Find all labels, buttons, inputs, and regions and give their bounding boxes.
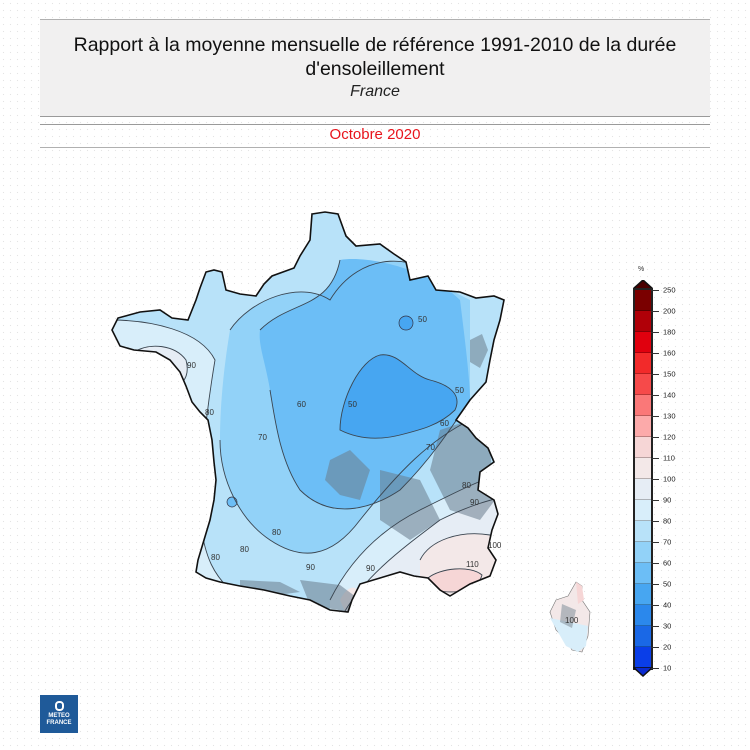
- legend-tick: [651, 437, 659, 438]
- color-scale-legend: % 250 200 180 160 150 140 130 120 110 100 90 80 70 60…: [625, 266, 695, 680]
- contour-label: 50: [348, 400, 357, 409]
- legend-swatch: [635, 374, 651, 395]
- legend-tick-label: 200: [663, 306, 676, 316]
- min-arrow-icon: [633, 667, 653, 677]
- contour-label: 50: [455, 386, 464, 395]
- title-panel: Rapport à la moyenne mensuelle de référe…: [40, 19, 710, 117]
- legend-tick: [651, 584, 659, 585]
- legend-tick: [651, 332, 659, 333]
- logo-line-2: FRANCE: [46, 720, 72, 726]
- relief-shading: [240, 334, 495, 612]
- legend-swatch: [635, 479, 651, 500]
- legend-tick: [651, 500, 659, 501]
- legend-swatch: [635, 311, 651, 332]
- legend-swatch: [635, 332, 651, 353]
- legend-swatch: [635, 416, 651, 437]
- legend-swatch: [635, 437, 651, 458]
- contour-label: 90: [306, 563, 315, 572]
- contour-label: 80: [211, 553, 220, 562]
- legend-tick: [651, 521, 659, 522]
- legend-tick-label: 80: [663, 516, 672, 526]
- corsica: [549, 581, 591, 653]
- contour-label: 90: [470, 498, 479, 507]
- legend-swatch: [635, 521, 651, 542]
- legend-tick: [651, 626, 659, 627]
- contour-label: 80: [205, 408, 214, 417]
- legend-tick-label: 100: [663, 474, 676, 484]
- legend-swatch: [635, 290, 651, 311]
- legend-swatch: [635, 500, 651, 521]
- legend-tick: [651, 395, 659, 396]
- contour-label: 80: [240, 545, 249, 554]
- contour-label: 80: [462, 481, 471, 490]
- legend-unit: %: [638, 266, 645, 273]
- legend-tick: [651, 374, 659, 375]
- isoline-fill: [112, 212, 504, 612]
- legend-tick-label: 250: [663, 285, 676, 295]
- legend-swatch: [635, 605, 651, 626]
- legend-tick-label: 90: [663, 495, 672, 505]
- contour-label: 60: [297, 400, 306, 409]
- legend-swatch: [635, 395, 651, 416]
- period-label: Octobre 2020: [40, 124, 710, 148]
- map-title: Rapport à la moyenne mensuelle de référe…: [73, 34, 677, 80]
- contour-label: 110: [466, 560, 479, 569]
- legend-tick-label: 50: [663, 579, 672, 589]
- legend-tick-label: 40: [663, 600, 672, 610]
- contour-label: 100: [565, 616, 579, 625]
- legend-swatch: [635, 542, 651, 563]
- legend-tick-label: 180: [663, 327, 676, 337]
- legend-tick: [651, 563, 659, 564]
- legend-tick: [651, 542, 659, 543]
- legend-tick: [651, 605, 659, 606]
- legend-tick-label: 140: [663, 390, 676, 400]
- contour-label: 60: [440, 419, 449, 428]
- legend-tick: [651, 416, 659, 417]
- contour-label: 70: [426, 443, 435, 452]
- logo-line-1: METEO: [48, 713, 70, 719]
- legend-tick-label: 70: [663, 537, 672, 547]
- legend-tick: [651, 311, 659, 312]
- meteo-france-logo: METEO FRANCE: [40, 695, 78, 733]
- legend-tick: [651, 668, 659, 669]
- legend-tick-label: 150: [663, 369, 676, 379]
- region-label: France: [350, 83, 400, 100]
- legend-swatch: [635, 584, 651, 605]
- legend-tick-label: 30: [663, 621, 672, 631]
- legend-tick-label: 110: [663, 453, 675, 463]
- contour-label: 50: [418, 315, 427, 324]
- legend-swatch: [635, 563, 651, 584]
- contour-label: 70: [258, 433, 267, 442]
- legend-swatch: [635, 626, 651, 647]
- logo-icon: [54, 701, 64, 711]
- legend-tick-label: 20: [663, 642, 672, 652]
- contour-label: 80: [272, 528, 281, 537]
- legend-tick: [651, 353, 659, 354]
- legend-swatch: [635, 647, 651, 668]
- contour-label: 90: [366, 564, 375, 573]
- legend-tick: [651, 458, 659, 459]
- legend-tick-label: 60: [663, 558, 672, 568]
- legend-tick-label: 10: [663, 663, 672, 673]
- legend-swatch: [635, 353, 651, 374]
- contour-labels: 90 80 70 60 50 50 50 60 70 80 90 80 80 8…: [187, 315, 579, 625]
- legend-tick-label: 160: [663, 348, 676, 358]
- legend-color-bar: [633, 288, 653, 670]
- legend-tick-label: 130: [663, 411, 676, 421]
- legend-tick: [651, 647, 659, 648]
- legend-tick: [651, 290, 659, 291]
- contour-label: 90: [187, 361, 196, 370]
- contour-label: 100: [488, 541, 502, 550]
- legend-tick: [651, 479, 659, 480]
- legend-swatch: [635, 458, 651, 479]
- legend-tick-label: 120: [663, 432, 676, 442]
